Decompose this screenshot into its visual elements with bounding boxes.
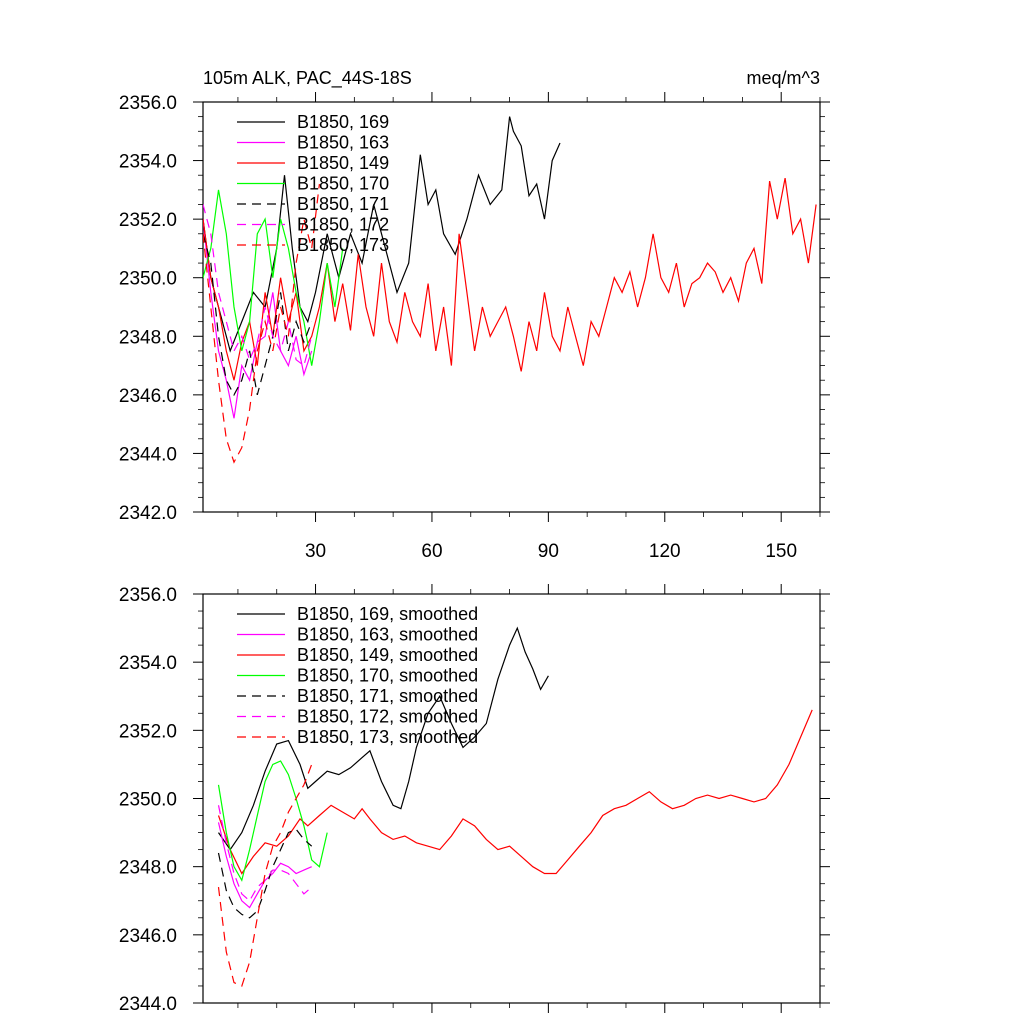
series-line [218,626,549,851]
series-line [203,177,817,381]
series-line [203,233,313,397]
y-tick-label: 2354.0 [119,152,177,173]
legend-label: B1850, 149 [297,153,389,173]
y-tick-label: 2346.0 [119,386,177,407]
legend-label: B1850, 170, smoothed [297,666,478,686]
series-line [203,116,561,353]
x-tick-label: 60 [421,541,442,562]
top-panel: 2342.0 2344.0 2346.0 2348.0 2350.0 2352.0 2354… [119,92,830,562]
legend-label: B1850, 149, smoothed [297,645,478,665]
y-tick-label: 2344.0 [119,444,177,465]
x-tick-label: 90 [538,541,559,562]
series-group [217,626,813,987]
y-tick-label: 2348.0 [119,858,177,879]
y-tick-label: 2344.0 [119,994,177,1015]
legend-label: B1850, 171, smoothed [297,686,478,706]
y-tick-label: 2342.0 [119,503,177,524]
legend-label: B1850, 169, smoothed [297,604,478,624]
legend-label: B1850, 169 [297,112,389,132]
y-tick-label: 2346.0 [119,926,177,947]
y-tick-label: 2356.0 [119,585,177,606]
series-line [217,828,313,919]
legend-label: B1850, 170 [297,174,389,194]
x-tick-label: 30 [305,541,326,562]
series-line [203,204,313,367]
y-tick-label: 2356.0 [119,93,177,114]
legend-label: B1850, 173 [297,235,389,255]
legend-label: B1850, 171 [297,194,389,214]
series-line [203,183,320,464]
chart-title: 105m ALK, PAC_44S-18S [203,68,412,89]
units-label: meq/m^3 [747,68,820,88]
y-tick-label: 2350.0 [119,269,177,290]
series-line [217,764,313,987]
series-line [217,709,813,875]
x-tick-label: 120 [649,541,681,562]
series-line [203,189,344,366]
series-line [217,805,313,902]
y-tick-label: 2352.0 [119,210,177,231]
legend-label: B1850, 172, smoothed [297,707,478,727]
y-tick-label: 2352.0 [119,721,177,742]
legend-label: B1850, 163 [297,133,389,153]
y-tick-label: 2350.0 [119,790,177,811]
y-tick-label: 2354.0 [119,653,177,674]
legend-label: B1850, 172 [297,215,389,235]
legend-label: B1850, 163, smoothed [297,625,478,645]
legend-label: B1850, 173, smoothed [297,727,478,747]
series-line [217,760,328,882]
series-group [203,116,817,464]
bottom-panel: 2344.0 2346.0 2348.0 2350.0 2352.0 2354.0 2356… [119,584,830,1015]
y-tick-label: 2348.0 [119,327,177,348]
x-tick-label: 150 [765,541,797,562]
plot-frame [202,101,821,513]
